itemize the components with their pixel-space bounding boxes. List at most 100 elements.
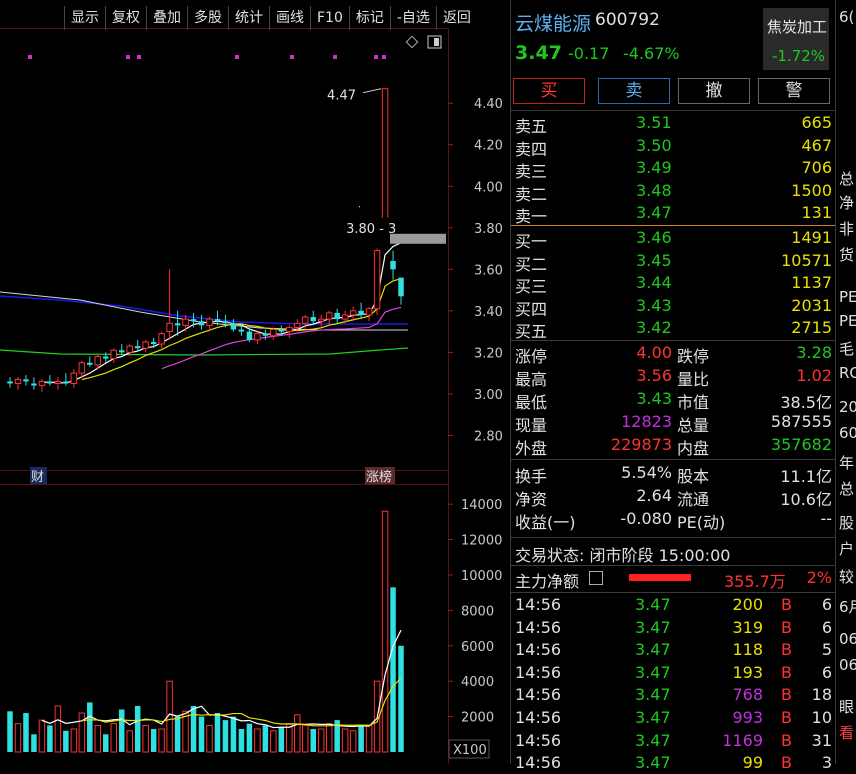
volume-bar-6 [54, 705, 62, 753]
edge-label-4: 货 [839, 246, 855, 264]
signal-dot-1 [126, 55, 130, 59]
ask-row-2[interactable]: 卖二 3.48 1500 [511, 180, 836, 204]
fund-value-right: 10.6亿 [780, 490, 832, 509]
sell-button[interactable]: 卖 [598, 78, 670, 104]
volume-bar-26 [214, 713, 221, 752]
toolbar-item-3[interactable]: 多股 [187, 6, 228, 30]
stat-value-right: 587555 [770, 412, 832, 431]
kline-chart[interactable]: 4.40 4.20 4.00 3.80 3.60 3.40 3.20 3.00 2.80 1400… [0, 0, 510, 764]
volume-tick-label-3: 8000 [461, 604, 494, 619]
volume-bar-29 [238, 728, 245, 752]
chart-top-border [0, 28, 448, 29]
volume-bar-17 [142, 724, 149, 753]
bid-row-3[interactable]: 买三 3.44 1137 [511, 272, 836, 296]
toolbar-item-9[interactable]: 返回 [435, 6, 477, 30]
toolbar-item-1[interactable]: 复权 [105, 6, 146, 30]
tick-side: B [781, 617, 792, 637]
volume-bar-44 [358, 725, 364, 752]
toolbar-item-8[interactable]: -自选 [389, 6, 436, 30]
stat-label-right: 跌停 [677, 347, 710, 366]
toolbar-item-0[interactable]: 显示 [64, 6, 105, 30]
signal-dot-5 [333, 55, 337, 59]
volume-bar-45 [365, 724, 373, 753]
tick-row-2: 14:56 3.47 118 B 5 [511, 639, 836, 661]
cancel-order-button[interactable]: 撤 [678, 78, 750, 104]
fund-label-right: PE(动) [677, 513, 726, 532]
sector-badge[interactable]: 焦炭加工 -1.72% [763, 8, 829, 70]
edge-label-19: 眼 [839, 698, 855, 716]
candle-body-28 [230, 323, 237, 330]
tick-side: B [781, 730, 792, 750]
bid-label: 买二 [515, 254, 548, 274]
edge-label-14: 户 [839, 540, 855, 558]
ask-row-4[interactable]: 卖四 3.50 467 [511, 135, 836, 159]
tick-count: 31 [811, 730, 832, 750]
toolbar-item-4[interactable]: 统计 [228, 6, 269, 30]
toolbar-item-7[interactable]: 标记 [348, 6, 390, 30]
main-flow-row[interactable]: 主力净额 355.7万 2% [511, 567, 836, 591]
volume-bar-1 [14, 723, 22, 753]
edge-label-0: 6( [839, 8, 855, 26]
candle-body-11 [94, 356, 102, 366]
toolbar-item-5[interactable]: 画线 [269, 6, 310, 30]
volume-bar-48 [390, 587, 396, 752]
tick-count: 6 [821, 617, 832, 637]
ma-line-blue [0, 295, 408, 325]
signal-dot-7 [382, 55, 386, 59]
candle-body-46 [373, 250, 381, 310]
side-info-strip: 6(总净非货PEPE毛RO2060年总股户较6月0606眼看 [835, 0, 856, 764]
volume-bar-49 [398, 645, 404, 752]
stat-row-3: 现量 12823 总量 587555 [511, 411, 836, 435]
bid-row-1[interactable]: 买一 3.46 1491 [511, 227, 836, 251]
stat-label-right: 总量 [677, 416, 710, 435]
ask-row-5[interactable]: 卖五 3.51 665 [511, 112, 836, 136]
candle-body-37 [302, 316, 309, 324]
tick-row-4: 14:56 3.47 768 B 18 [511, 684, 836, 706]
ask-label: 卖五 [515, 117, 548, 136]
buy-button[interactable]: 买 [513, 78, 585, 104]
bid-volume: 2715 [791, 318, 832, 337]
volume-tick-label-0: 14000 [461, 498, 502, 513]
stat-label-left: 涨停 [515, 347, 548, 366]
tick-price: 3.47 [635, 640, 671, 660]
volume-bar-12 [103, 734, 109, 752]
candle-body-13 [110, 349, 117, 360]
price-tick-label-8: 2.80 [474, 429, 503, 444]
ask-price: 3.51 [636, 113, 672, 132]
list-icon[interactable] [589, 571, 603, 585]
price-tag-label: 3.80 - 3 [346, 222, 396, 237]
stock-name[interactable]: 云煤能源 [515, 13, 592, 35]
stat-row-0: 涨停 4.00 跌停 3.28 [511, 342, 836, 366]
main-flow-bar [629, 574, 691, 581]
bid-row-5[interactable]: 买五 3.42 2715 [511, 317, 836, 341]
tick-side: B [781, 708, 792, 727]
volume-bar-37 [302, 724, 309, 753]
bid-row-4[interactable]: 买四 3.43 2031 [511, 295, 836, 319]
volume-bar-2 [23, 713, 29, 752]
candle-body-15 [126, 345, 133, 353]
candle-body-9 [78, 362, 86, 374]
quote-panel: 云煤能源 600792 3.47 -0.17 -4.67% 焦炭加工 -1.72… [510, 0, 836, 772]
stat-row-1: 最高 3.56 量比 1.02 [511, 365, 836, 389]
divider-status [511, 537, 836, 538]
price-tick-label-0: 4.40 [474, 97, 503, 112]
tick-side: B [781, 753, 792, 773]
bid-volume: 1137 [791, 273, 832, 292]
window-icon-pane [434, 38, 439, 46]
stat-label-right: 内盘 [677, 439, 710, 458]
ask-row-3[interactable]: 卖三 3.49 706 [511, 157, 836, 181]
signal-dot-3 [235, 55, 239, 59]
toolbar-item-6[interactable]: F10 [310, 6, 349, 30]
stat-value-left: 229873 [610, 435, 672, 454]
candle-body-3 [31, 383, 37, 386]
ask-row-1[interactable]: 卖一 3.47 131 [511, 202, 836, 226]
price-tick-label-7: 3.00 [474, 388, 503, 403]
bid-row-2[interactable]: 买二 3.45 10571 [511, 250, 836, 274]
bid-label: 买一 [515, 232, 548, 251]
stat-value-right: 1.02 [796, 366, 832, 385]
tick-time: 14:56 [515, 730, 562, 750]
sector-change-pct: -1.72% [772, 47, 826, 65]
toolbar-item-2[interactable]: 叠加 [146, 6, 187, 30]
alert-button[interactable]: 警 [758, 78, 830, 104]
bid-label: 买五 [515, 322, 548, 341]
